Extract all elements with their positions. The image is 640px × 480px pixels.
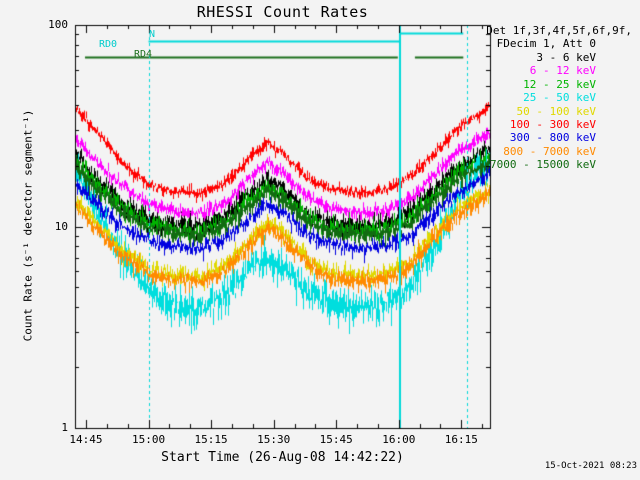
x-tick-label: 15:30 xyxy=(257,433,291,446)
legend-entry: 800 - 7000 keV xyxy=(503,144,596,158)
y-tick-label: 100 xyxy=(48,18,68,31)
y-tick-label: 10 xyxy=(54,219,68,233)
flag-label-night: N xyxy=(149,29,156,40)
x-tick-label: 16:00 xyxy=(382,433,416,446)
x-tick-label: 15:00 xyxy=(131,433,166,446)
y-tick-label: 1 xyxy=(61,421,68,434)
legend-entry: 300 - 800 keV xyxy=(509,131,596,145)
legend-entry: 100 - 300 keV xyxy=(509,118,596,132)
legend-entry: 7000 - 15000 keV xyxy=(490,158,596,172)
legend-entry: 50 - 100 keV xyxy=(516,104,596,118)
x-tick-label: 14:45 xyxy=(69,433,103,446)
legend-entry: 6 - 12 keV xyxy=(529,64,596,78)
legend-entry: 25 - 50 keV xyxy=(523,91,596,105)
legend-header-detectors: Det 1f,3f,4f,5f,6f,9f, xyxy=(486,24,632,37)
legend-entry: 3 - 6 keV xyxy=(536,51,596,64)
plot-creation-timestamp: 15-Oct-2021 08:23 xyxy=(544,461,637,471)
x-tick-label: 16:15 xyxy=(444,433,478,446)
flag-label-rd0: RD0 xyxy=(99,39,118,50)
chart-title: RHESSI Count Rates xyxy=(196,3,369,21)
flag-label-rd4: RD4 xyxy=(134,49,153,60)
legend-header-decimation: FDecim 1, Att 0 xyxy=(496,37,596,50)
x-tick-label: 15:15 xyxy=(194,433,228,446)
legend-entry: 12 - 25 keV xyxy=(523,77,596,91)
x-axis-label: Start Time (26-Aug-08 14:42:22) xyxy=(161,450,404,465)
legend: 3 - 6 keV 6 - 12 keV 12 - 25 keV 25 - 50 ke… xyxy=(490,51,596,172)
x-tick-label: 15:45 xyxy=(319,433,353,446)
